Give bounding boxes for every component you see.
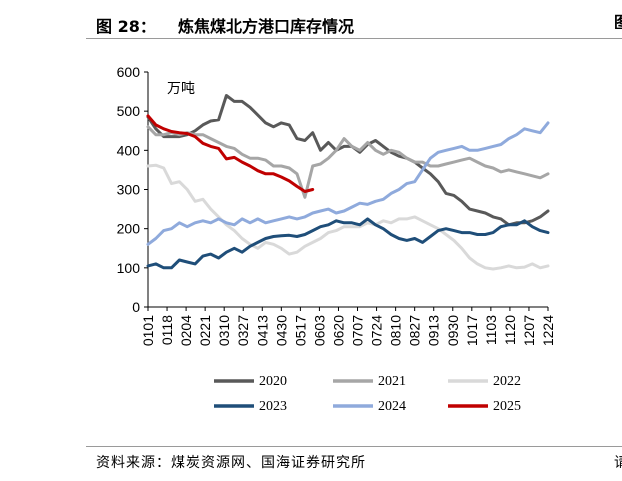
y-tick-label: 500	[117, 103, 141, 119]
legend-label-2021: 2021	[378, 374, 406, 389]
y-tick-label: 600	[117, 64, 141, 80]
legend-label-2024: 2024	[378, 399, 406, 414]
source-note: 资料来源：煤炭资源网、国海证券研究所	[96, 455, 366, 471]
legend-label-2020: 2020	[259, 374, 287, 389]
x-tick-label: 0603	[311, 315, 327, 346]
figure-label: 图 28：	[96, 17, 156, 36]
series-line-2022	[146, 163, 550, 271]
y-tick-label: 200	[117, 221, 141, 237]
x-tick-label: 0413	[254, 315, 270, 346]
x-tick-label: 1017	[464, 315, 480, 346]
clipped-edge-glyph-bottom: 请	[614, 455, 622, 470]
x-tick-label: 0327	[235, 315, 251, 346]
series-line-2021	[146, 125, 550, 199]
x-tick-label: 0810	[388, 315, 404, 346]
y-tick-label: 400	[117, 142, 141, 158]
legend: 2020 2021 2022 2023 2024 2025	[214, 374, 521, 414]
series-line-2020	[146, 94, 550, 227]
series-line-2025	[146, 114, 315, 193]
legend-label-2025: 2025	[493, 399, 521, 414]
x-tick-label: 0204	[178, 315, 194, 346]
y-tick-label: 300	[117, 182, 141, 198]
figure-title: 炼焦煤北方港口库存情况	[178, 17, 355, 36]
figure-header: 图 28： 炼焦煤北方港口库存情况	[86, 4, 622, 36]
series-line-2023	[146, 217, 550, 270]
legend-label-2023: 2023	[259, 399, 287, 414]
title-rule	[86, 38, 622, 39]
unit-label: 万吨	[167, 81, 195, 97]
x-tick-label: 0430	[273, 315, 289, 346]
x-tick-label: 0724	[369, 315, 385, 346]
y-tick-label: 0	[132, 299, 140, 315]
x-tick-label: 0517	[292, 315, 308, 346]
series-layer	[146, 94, 550, 271]
x-tick-label: 0827	[407, 315, 423, 346]
x-tick-label: 0221	[197, 315, 213, 346]
x-tick-label: 0913	[426, 315, 442, 346]
y-tick-label: 100	[117, 260, 141, 276]
x-tick-label: 0707	[350, 315, 366, 346]
x-tick-label: 1207	[521, 315, 537, 346]
x-tick-label: 1224	[540, 315, 556, 346]
x-tick-label: 1120	[502, 315, 518, 345]
legend-label-2022: 2022	[493, 374, 521, 389]
x-tick-label: 0101	[140, 315, 156, 346]
series-line-2024	[146, 121, 550, 246]
x-tick-label: 0310	[216, 315, 232, 346]
x-tick-label: 1103	[483, 315, 499, 345]
x-tick-label: 0930	[445, 315, 461, 346]
x-tick-label: 0118	[159, 315, 175, 345]
x-tick-label: 0620	[330, 315, 346, 346]
clipped-edge-glyph-top: 图	[614, 9, 622, 29]
footer-rule	[86, 446, 622, 447]
